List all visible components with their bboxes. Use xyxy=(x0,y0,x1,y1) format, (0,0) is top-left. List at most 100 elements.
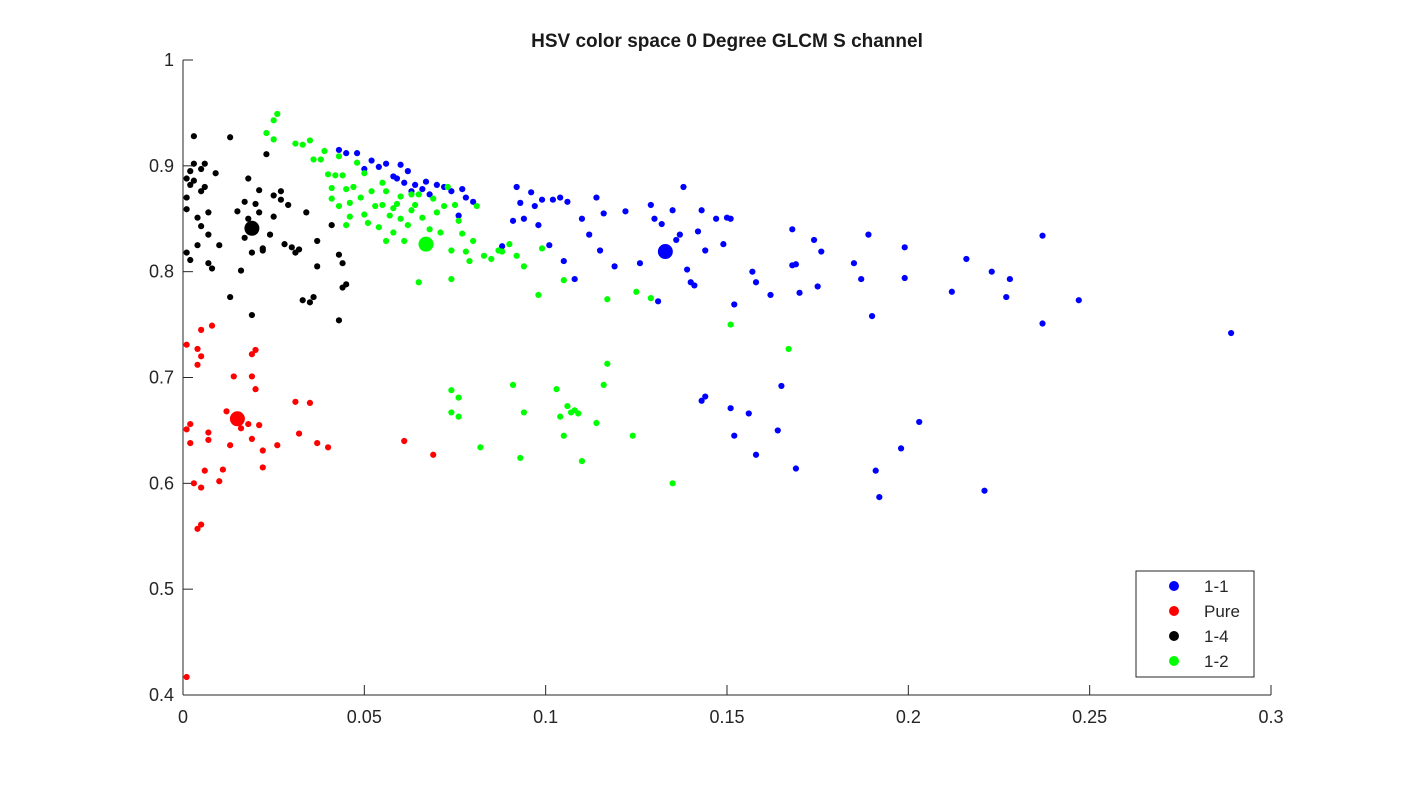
data-point xyxy=(346,199,353,206)
data-point xyxy=(361,211,368,218)
data-point xyxy=(274,110,281,118)
data-point xyxy=(299,297,306,304)
data-point xyxy=(339,172,346,179)
data-point xyxy=(669,207,676,214)
data-point xyxy=(216,242,223,249)
data-point xyxy=(673,236,680,244)
x-tick-label: 0.2 xyxy=(896,707,921,727)
data-point xyxy=(227,134,234,141)
data-point xyxy=(520,263,528,270)
y-tick-label: 0.7 xyxy=(149,368,174,388)
data-point xyxy=(448,409,455,416)
data-point xyxy=(814,283,821,290)
data-point xyxy=(375,163,382,170)
data-point xyxy=(194,361,201,368)
data-point xyxy=(897,445,905,452)
data-point xyxy=(404,222,411,229)
series-pure xyxy=(183,322,437,681)
data-point xyxy=(190,133,197,140)
data-point xyxy=(520,409,528,416)
data-point xyxy=(205,260,212,267)
data-point xyxy=(364,219,372,227)
data-point xyxy=(818,248,825,255)
data-point xyxy=(437,229,444,236)
data-point xyxy=(353,159,361,166)
data-point xyxy=(448,247,455,254)
data-point xyxy=(535,222,542,229)
data-point xyxy=(422,178,430,185)
data-point xyxy=(248,435,256,442)
data-point xyxy=(306,299,314,306)
data-point xyxy=(256,422,263,429)
data-point xyxy=(270,213,277,220)
data-point xyxy=(397,161,404,168)
data-point xyxy=(350,183,357,191)
data-point xyxy=(183,175,190,182)
data-point xyxy=(702,247,709,254)
data-point xyxy=(731,301,738,308)
data-point xyxy=(513,252,520,259)
data-point xyxy=(622,208,629,215)
data-point xyxy=(361,170,368,177)
data-point xyxy=(401,437,408,445)
data-point xyxy=(433,209,440,216)
data-point xyxy=(368,157,375,164)
data-point xyxy=(698,207,705,214)
data-point xyxy=(426,191,433,198)
data-point xyxy=(415,191,422,198)
data-point xyxy=(517,199,524,206)
legend-box xyxy=(1135,570,1255,678)
legend-marker xyxy=(1169,631,1179,641)
data-point xyxy=(676,231,683,238)
data-point xyxy=(517,454,524,462)
data-point xyxy=(183,673,190,681)
data-point xyxy=(774,427,781,434)
data-point xyxy=(212,170,219,177)
data-point xyxy=(303,209,310,216)
centroid-point xyxy=(657,244,673,260)
y-tick-label: 0.9 xyxy=(149,156,174,176)
data-point xyxy=(611,263,618,270)
data-point xyxy=(448,387,455,394)
data-point xyxy=(241,198,248,205)
data-point xyxy=(223,408,230,415)
data-point xyxy=(328,184,335,192)
data-point xyxy=(702,393,709,400)
data-point xyxy=(288,244,295,251)
data-point xyxy=(647,295,654,302)
data-point xyxy=(441,202,448,210)
data-point xyxy=(248,311,256,319)
data-point xyxy=(194,242,201,249)
data-point xyxy=(408,191,415,198)
data-point xyxy=(694,228,702,235)
data-point xyxy=(433,181,440,188)
data-point xyxy=(285,201,292,209)
data-point xyxy=(187,420,194,428)
y-tick-label: 0.8 xyxy=(149,262,174,282)
data-point xyxy=(187,440,194,447)
data-point xyxy=(237,425,245,432)
data-point xyxy=(593,419,600,427)
data-point xyxy=(535,291,542,299)
data-point xyxy=(1075,297,1082,304)
data-point xyxy=(198,484,205,491)
data-point xyxy=(1003,293,1010,301)
data-point xyxy=(198,353,205,360)
data-point xyxy=(564,198,571,205)
data-point xyxy=(219,466,226,473)
data-point xyxy=(314,440,321,447)
data-point xyxy=(277,196,285,203)
data-point xyxy=(386,212,393,219)
series-1-1 xyxy=(335,146,1235,501)
data-point xyxy=(459,186,466,193)
data-point xyxy=(868,313,876,320)
data-point xyxy=(270,192,277,199)
data-point xyxy=(680,183,687,191)
data-point xyxy=(183,341,190,348)
data-point xyxy=(865,231,872,238)
data-point xyxy=(419,186,426,193)
data-point xyxy=(390,229,397,236)
data-point xyxy=(404,168,411,175)
data-point xyxy=(444,183,451,191)
